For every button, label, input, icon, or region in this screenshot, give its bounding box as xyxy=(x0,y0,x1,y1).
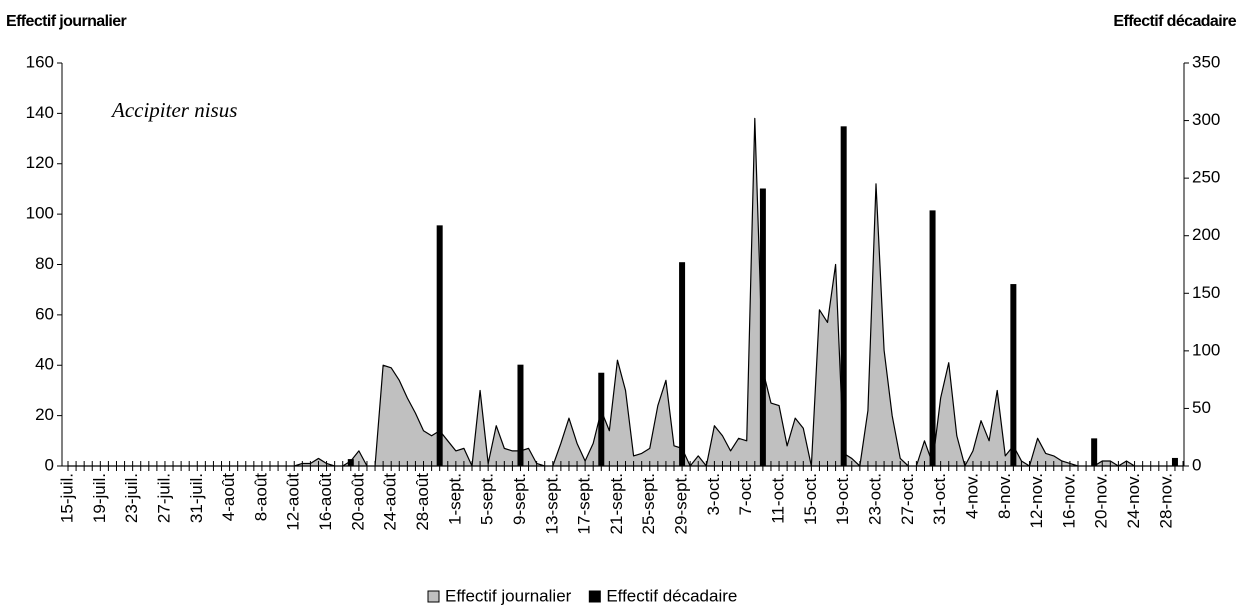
x-tick-label: 4-nov. xyxy=(962,473,981,519)
y2-axis-title: Effectif décadaire xyxy=(1113,13,1236,30)
y-tick-label: 100 xyxy=(26,204,54,223)
bar xyxy=(759,188,766,466)
x-tick-label: 20-août xyxy=(348,473,367,531)
x-tick-label: 15-oct. xyxy=(801,473,820,525)
bar xyxy=(598,372,605,466)
y2-tick-label: 150 xyxy=(1192,283,1220,302)
y-tick-label: 40 xyxy=(35,355,54,374)
y-tick-label: 20 xyxy=(35,405,54,424)
x-tick-label: 5-sept. xyxy=(478,473,497,525)
x-tick-label: 27-oct. xyxy=(898,473,917,525)
x-tick-label: 19-oct. xyxy=(833,473,852,525)
x-tick-label: 28-nov. xyxy=(1156,473,1175,528)
x-tick-label: 7-oct. xyxy=(736,473,755,516)
x-tick-label: 12-nov. xyxy=(1027,473,1046,528)
bar xyxy=(436,225,443,466)
y2-tick-label: 300 xyxy=(1192,110,1220,129)
x-tick-label: 13-sept. xyxy=(542,473,561,534)
bar xyxy=(679,262,686,466)
bar xyxy=(1010,284,1017,466)
x-tick-label: 15-juil. xyxy=(57,473,76,523)
y2-tick-label: 100 xyxy=(1192,340,1220,359)
y-tick-label: 80 xyxy=(35,254,54,273)
y2-tick-label: 350 xyxy=(1192,52,1220,71)
bar xyxy=(1091,438,1098,466)
x-tick-label: 4-août xyxy=(219,473,238,521)
x-tick-label: 23-oct. xyxy=(865,473,884,525)
y-tick-label: 120 xyxy=(26,153,54,172)
y-tick-label: 0 xyxy=(45,455,54,474)
y2-tick-label: 50 xyxy=(1192,398,1211,417)
x-tick-label: 25-sept. xyxy=(639,473,658,534)
x-tick-label: 8-août xyxy=(251,473,270,521)
legend-swatch xyxy=(427,590,440,603)
y-tick-label: 160 xyxy=(26,52,54,71)
bar xyxy=(929,210,936,466)
x-tick-label: 12-août xyxy=(284,473,303,531)
y-tick-label: 140 xyxy=(26,103,54,122)
x-tick-label: 31-oct. xyxy=(930,473,949,525)
x-tick-label: 27-juil. xyxy=(154,473,173,523)
x-tick-label: 16-nov. xyxy=(1059,473,1078,528)
y2-tick-label: 0 xyxy=(1192,455,1201,474)
legend-swatch xyxy=(588,590,601,603)
y-tick-label: 60 xyxy=(35,304,54,323)
bar xyxy=(517,364,524,466)
y-axis-title: Effectif journalier xyxy=(6,13,127,30)
x-tick-label: 31-juil. xyxy=(187,473,206,523)
legend-label: Effectif décadaire xyxy=(606,586,737,605)
y2-tick-label: 200 xyxy=(1192,225,1220,244)
x-tick-label: 17-sept. xyxy=(575,473,594,534)
annotation: Accipiter nisus xyxy=(110,98,237,122)
y2-tick-label: 250 xyxy=(1192,168,1220,187)
x-tick-label: 24-nov. xyxy=(1124,473,1143,528)
x-tick-label: 9-sept. xyxy=(510,473,529,525)
legend-label: Effectif journalier xyxy=(445,586,572,605)
x-tick-label: 20-nov. xyxy=(1092,473,1111,528)
bar xyxy=(840,126,847,466)
x-tick-label: 28-août xyxy=(413,473,432,531)
x-tick-label: 24-août xyxy=(381,473,400,531)
x-tick-label: 21-sept. xyxy=(607,473,626,534)
x-tick-label: 19-juil. xyxy=(90,473,109,523)
x-tick-label: 11-oct. xyxy=(769,473,788,524)
x-tick-label: 23-juil. xyxy=(122,473,141,523)
x-tick-label: 3-oct. xyxy=(704,473,723,516)
x-tick-label: 16-août xyxy=(316,473,335,531)
x-tick-label: 1-sept. xyxy=(445,473,464,525)
x-tick-label: 29-sept. xyxy=(672,473,691,534)
x-tick-label: 8-nov. xyxy=(995,473,1014,519)
